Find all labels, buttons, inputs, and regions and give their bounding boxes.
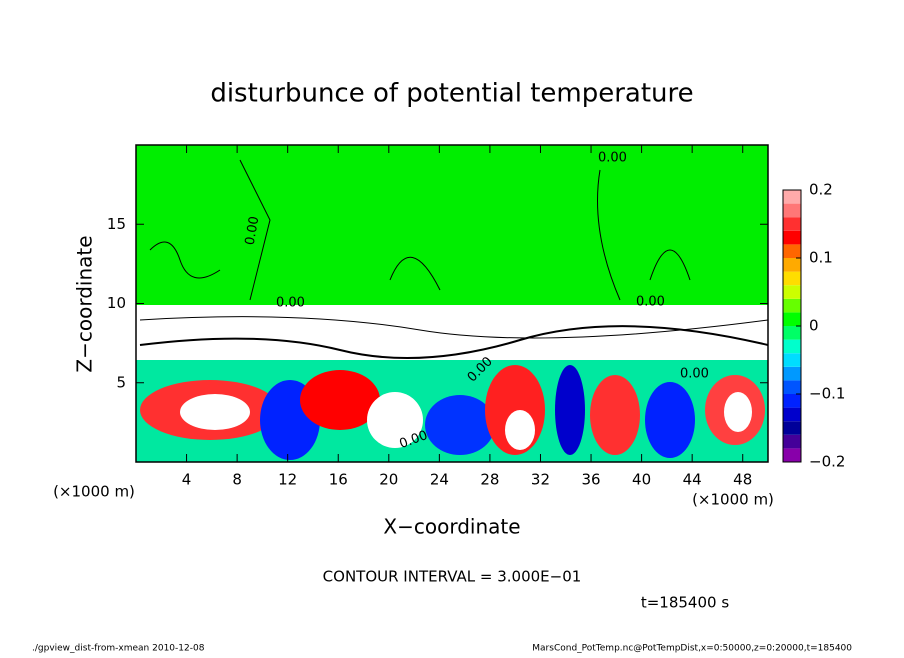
x-tick-label: 28 (480, 471, 499, 489)
colorbar-tick-label: −0.1 (809, 385, 845, 403)
x-unit-label: (×1000 m) (692, 491, 774, 509)
colorbar-cell (783, 421, 801, 435)
x-tick-label: 16 (329, 471, 348, 489)
x-tick-label: 12 (278, 471, 297, 489)
contour-label: 0.00 (243, 215, 263, 246)
x-tick-label: 40 (632, 471, 651, 489)
x-tick-label: 8 (232, 471, 242, 489)
colorbar-cell (783, 434, 801, 449)
colorbar-cell (783, 407, 801, 422)
footer-right: MarsCond_PotTemp.nc@PotTempDist,x=0:5000… (532, 644, 852, 654)
colorbar-cell (783, 203, 801, 218)
time-label: t=185400 s (641, 594, 729, 612)
contour-label: 0.00 (680, 367, 709, 382)
chart-title: disturbunce of potential temperature (210, 79, 693, 109)
colorbar-cell (783, 244, 801, 258)
colorbar-cell (783, 380, 801, 394)
y-tick-label: 15 (107, 215, 126, 233)
contour-label: 0.00 (598, 151, 627, 166)
field (136, 145, 769, 462)
colorbar-cell (783, 217, 801, 231)
colorbar-cell (783, 394, 801, 408)
colorbar-cell (783, 366, 801, 381)
colorbar-tick-label: 0 (809, 317, 819, 335)
x-tick-label: 44 (683, 471, 702, 489)
colorbar-cell (783, 258, 801, 272)
colorbar-cell (783, 326, 801, 340)
colorbar-tick-label: 0.1 (809, 249, 833, 267)
colorbar-cell (783, 190, 801, 204)
colorbar-cell (783, 312, 801, 326)
colorbar-cell (783, 339, 801, 354)
colorbar-cell (783, 448, 801, 462)
x-tick-label: 32 (531, 471, 550, 489)
x-tick-label: 36 (581, 471, 600, 489)
colorbar-cell (783, 285, 801, 299)
y-tick-label: 10 (107, 294, 126, 312)
footer-left: ./gpview_dist-from-xmean 2010-12-08 (32, 644, 205, 654)
y-axis-label: Z−coordinate (73, 235, 97, 372)
colorbar-cell (783, 230, 801, 245)
contour-label: 0.00 (276, 296, 305, 311)
contour-interval: CONTOUR INTERVAL = 3.000E−01 (323, 568, 582, 586)
contour-label: 0.00 (636, 295, 665, 310)
colorbar-tick-label: 0.2 (809, 181, 833, 199)
colorbar-cell (783, 298, 801, 313)
colorbar-cell (783, 353, 801, 367)
colorbar-tick-label: −0.2 (809, 453, 845, 471)
x-tick-label: 20 (379, 471, 398, 489)
x-unit-label: (×1000 m) (53, 483, 135, 501)
y-tick-label: 5 (116, 373, 126, 391)
x-tick-label: 4 (182, 471, 192, 489)
x-axis-label: X−coordinate (383, 515, 520, 539)
x-tick-label: 48 (733, 471, 752, 489)
colorbar-cell (783, 271, 801, 286)
x-tick-label: 24 (430, 471, 449, 489)
